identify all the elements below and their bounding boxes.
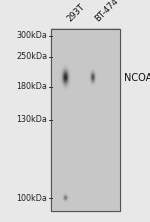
Bar <box>51 29 120 211</box>
Text: 100kDa: 100kDa <box>16 194 47 202</box>
Text: BT-474: BT-474 <box>93 0 120 23</box>
Text: 300kDa: 300kDa <box>16 31 47 40</box>
Bar <box>51 29 120 211</box>
Text: 250kDa: 250kDa <box>16 52 47 61</box>
Text: 180kDa: 180kDa <box>16 82 47 91</box>
Text: NCOA2: NCOA2 <box>124 73 150 83</box>
Text: 293T: 293T <box>65 2 86 23</box>
Text: 130kDa: 130kDa <box>16 115 47 124</box>
